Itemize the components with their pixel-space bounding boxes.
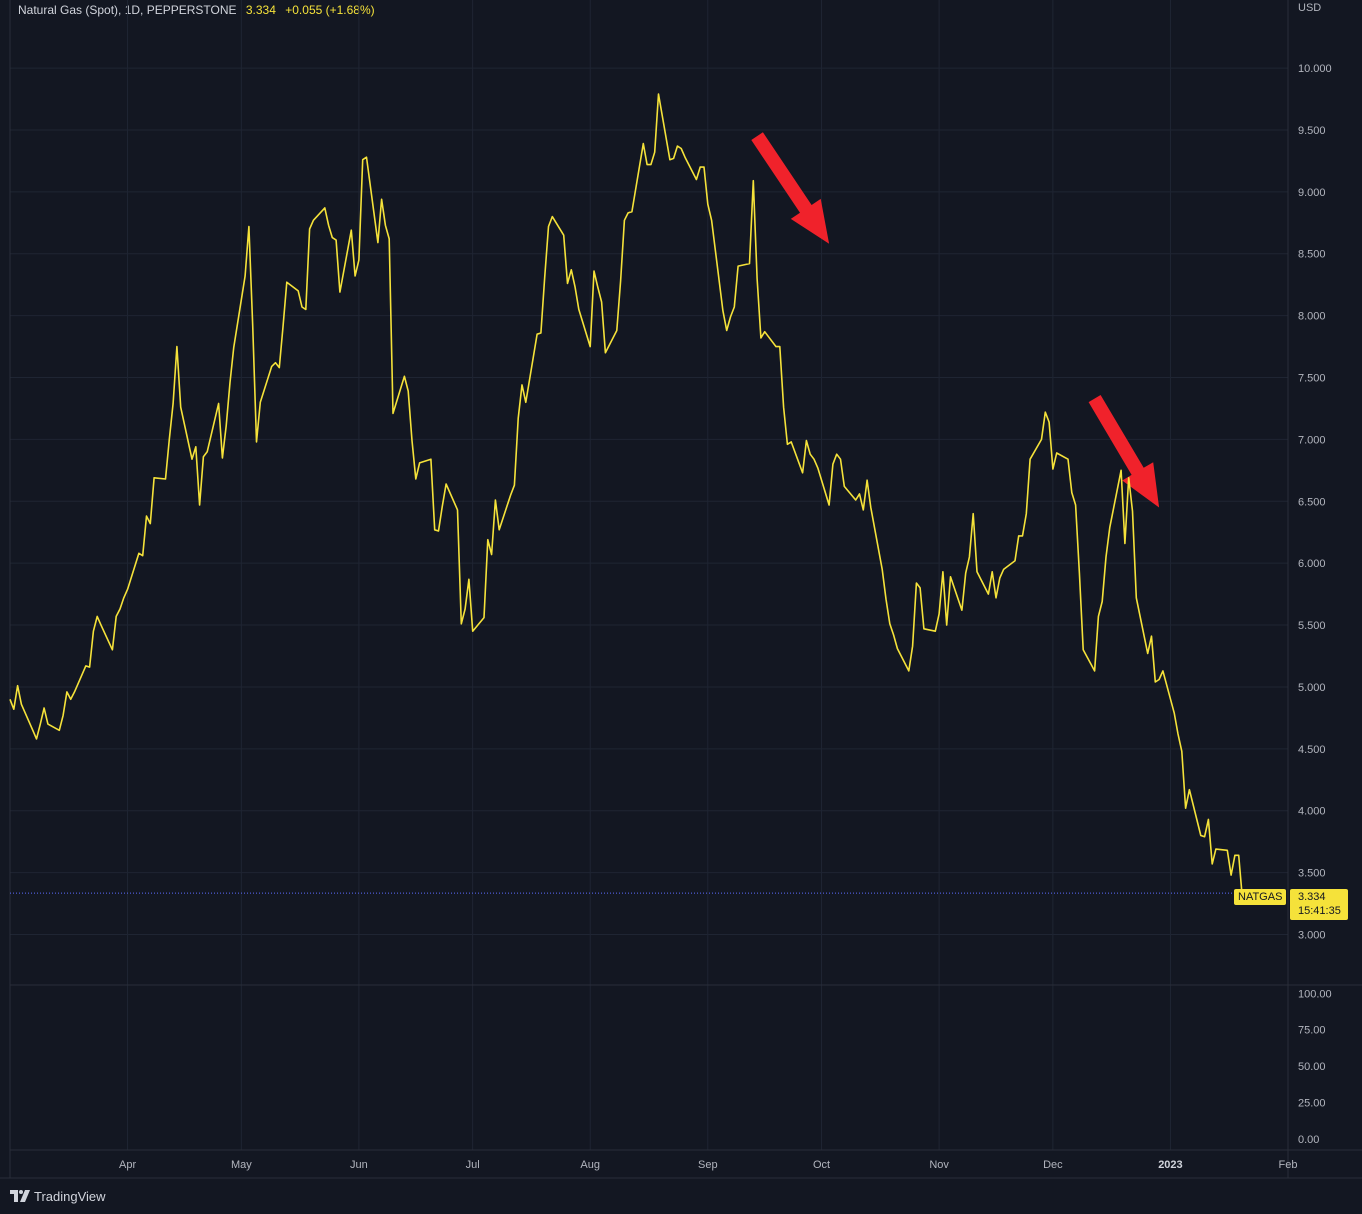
time-tick-label: Apr: [119, 1159, 136, 1171]
price-tick-label: 7.500: [1298, 373, 1326, 385]
time-tick-label: May: [231, 1159, 252, 1171]
tradingview-logo[interactable]: TradingView: [10, 1186, 106, 1206]
price-tick-label: 4.500: [1298, 744, 1326, 756]
time-tick-label: Aug: [580, 1159, 600, 1171]
price-tick-label: 9.000: [1298, 187, 1326, 199]
symbol-price-tag: NATGAS: [1234, 889, 1287, 905]
price-line[interactable]: [9, 93, 1255, 901]
price-tick-label: 6.500: [1298, 496, 1326, 508]
time-axis: Apr May Jun Jul Aug Sep Oct Nov Dec 2023 Feb: [119, 1159, 1297, 1171]
time-tick-label: Jun: [350, 1159, 368, 1171]
price-tick-label: 10.000: [1298, 63, 1332, 75]
last-price: 3.334: [245, 3, 276, 17]
price-series: [9, 93, 1255, 901]
price-tick-label: 7.000: [1298, 434, 1326, 446]
oscillator-tick-label: 25.00: [1298, 1098, 1326, 1110]
tradingview-logo-text: TradingView: [34, 1188, 106, 1204]
time-tick-label: Sep: [698, 1159, 718, 1171]
time-tick-label: Dec: [1043, 1159, 1063, 1171]
oscillator-pane: 100.00 75.00 50.00 25.00 0.00: [1298, 988, 1332, 1146]
price-tick-label: 6.000: [1298, 558, 1326, 570]
annotations: [751, 132, 1160, 508]
time-tick-label: Oct: [813, 1159, 830, 1171]
time-tick-label: Feb: [1279, 1159, 1298, 1171]
time-tick-label: 2023: [1158, 1159, 1182, 1171]
price-tick-label: 5.000: [1298, 682, 1326, 694]
price-tick-label: 3.500: [1298, 868, 1326, 880]
price-tick-label: 3.000: [1298, 929, 1326, 941]
oscillator-tick-label: 100.00: [1298, 988, 1332, 1000]
last-price-label: 3.334 15:41:35: [1290, 889, 1348, 920]
price-tick-label: 4.000: [1298, 806, 1326, 818]
oscillator-tick-label: 75.00: [1298, 1025, 1326, 1037]
time-tick-label: Jul: [466, 1159, 480, 1171]
down-arrow-icon[interactable]: [1088, 395, 1160, 508]
last-price-value: 3.334: [1298, 891, 1326, 903]
price-tick-label: 8.500: [1298, 249, 1326, 261]
price-tick-label: 8.000: [1298, 311, 1326, 323]
time-tick-label: Nov: [929, 1159, 949, 1171]
down-arrow-icon[interactable]: [751, 132, 830, 244]
currency-label[interactable]: USD: [1298, 2, 1322, 14]
price-tick-label: 5.500: [1298, 620, 1326, 632]
grid: [10, 0, 1289, 1150]
bar-countdown: 15:41:35: [1298, 905, 1341, 917]
chart-frame: [0, 0, 1362, 1179]
price-change: +0.055 (+1.68%): [285, 3, 375, 17]
price-tick-label: 9.500: [1298, 125, 1326, 137]
oscillator-tick-label: 0.00: [1298, 1134, 1319, 1146]
price-axis: 3.000 3.500 4.000 4.500 5.000 5.500 6.000 6.500…: [1298, 63, 1332, 941]
oscillator-tick-label: 50.00: [1298, 1061, 1326, 1073]
tradingview-logo-icon: [10, 1190, 30, 1202]
